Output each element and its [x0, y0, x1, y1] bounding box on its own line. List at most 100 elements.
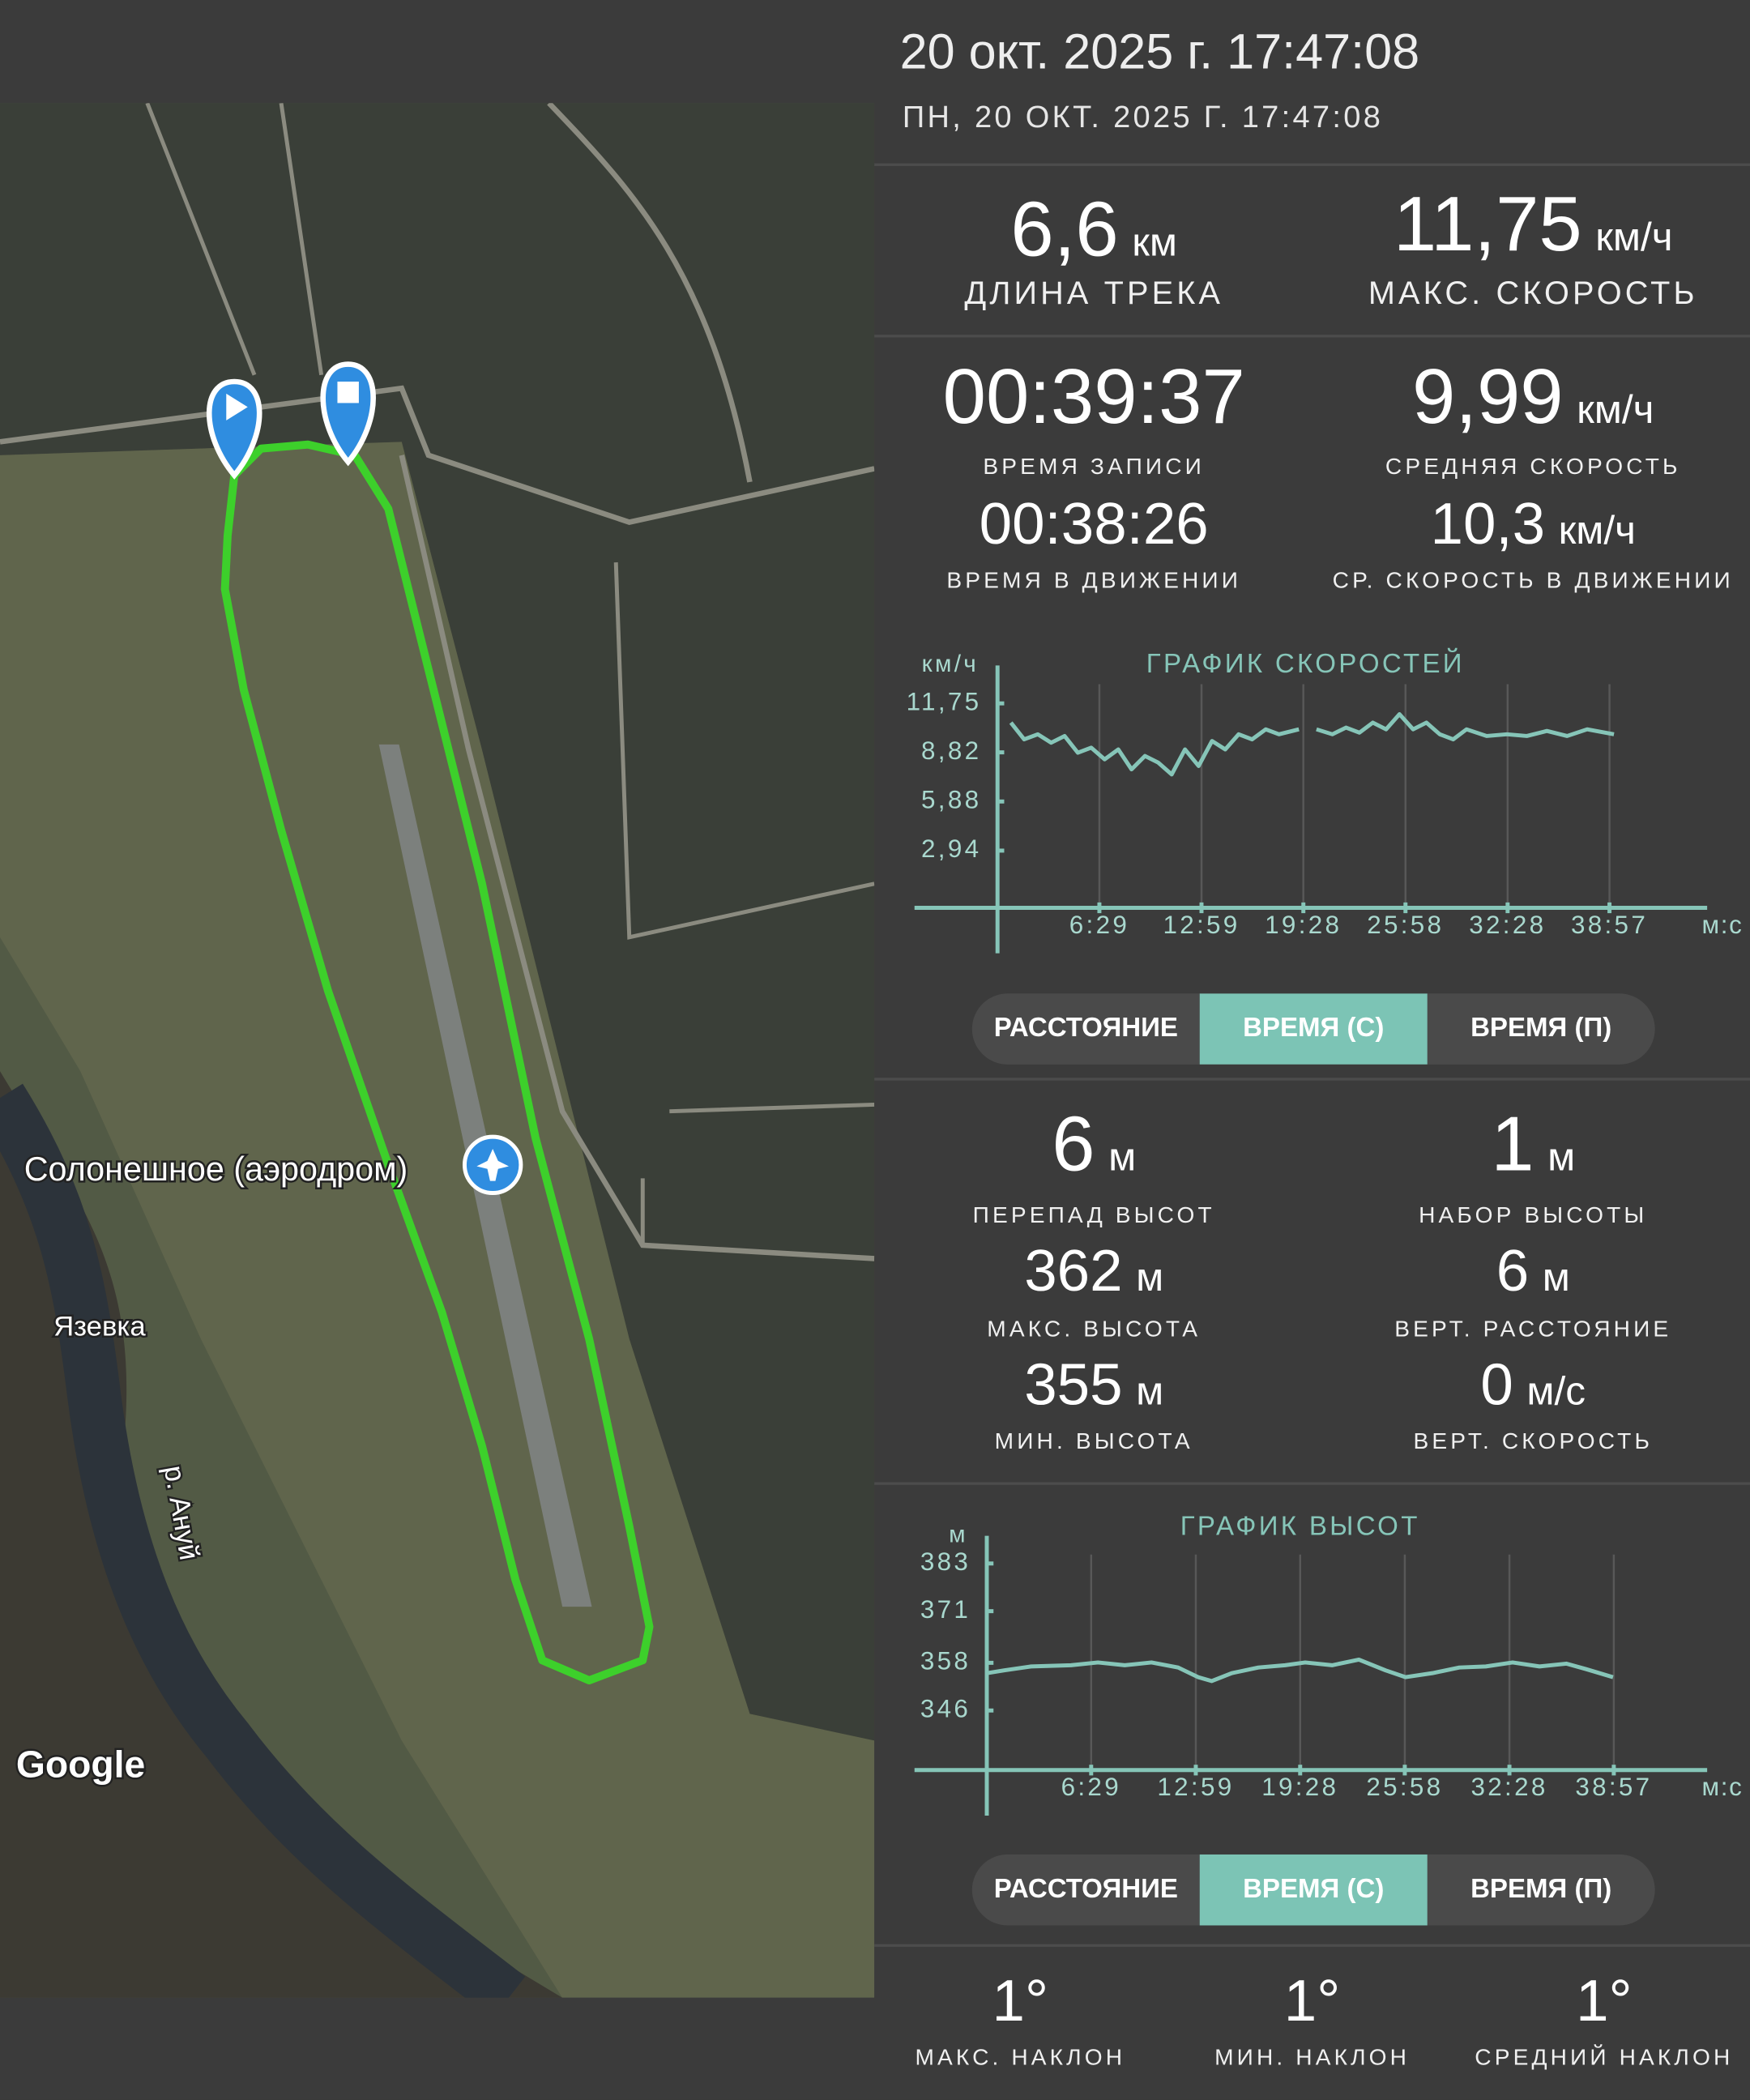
stat-value: 11,75 км/ч — [1252, 186, 1750, 264]
data-line — [1009, 712, 1615, 777]
stat-number: 6 — [1052, 1100, 1095, 1188]
y-axis-unit: км/ч — [922, 651, 979, 677]
stat-unit: м — [1136, 1369, 1164, 1415]
stat-value: 355 м — [813, 1355, 1375, 1415]
stat-number: 6 — [1496, 1238, 1530, 1304]
stat-unit: км/ч — [1577, 388, 1654, 433]
stat-unit: м — [1542, 1256, 1570, 1300]
stat-number: 1° — [992, 1968, 1049, 2034]
stat-label: МАКС. НАКЛОН — [915, 2043, 1126, 2070]
divider — [874, 335, 1750, 338]
map[interactable]: Солонешное (аэродром) Язевка р. Ануй Goo… — [0, 103, 875, 1998]
stat-unit: км/ч — [1558, 509, 1636, 553]
stat-value: 10,3 км/ч — [1252, 495, 1750, 554]
x-tick-label: 32:28 — [1469, 911, 1546, 939]
toggle-option[interactable]: РАССТОЯНИЕ — [993, 1874, 1178, 1905]
stat-unit: км/ч — [1595, 216, 1673, 260]
divider — [874, 1944, 1750, 1947]
stat-label: ВРЕМЯ В ДВИЖЕНИИ — [946, 566, 1242, 593]
segmented-control: РАССТОЯНИЕ ВРЕМЯ (С) ВРЕМЯ (П) — [971, 993, 1655, 1065]
stat-label: ВЕРТ. СКОРОСТЬ — [1413, 1428, 1654, 1453]
stat-value: 362 м — [813, 1242, 1375, 1302]
date-title: 20 окт. 2025 г. 17:47:08 — [899, 23, 1420, 79]
y-tick-label: 346 — [920, 1695, 971, 1723]
x-tick-label: 38:57 — [1575, 1773, 1652, 1801]
y-tick-label: 358 — [920, 1647, 971, 1675]
stat-label: ПЕРЕПАД ВЫСОТ — [972, 1202, 1215, 1227]
segmented-control: РАССТОЯНИЕ ВРЕМЯ (С) ВРЕМЯ (П) — [971, 1854, 1655, 1926]
x-tick-label: 6:29 — [1069, 911, 1129, 939]
divider — [874, 163, 1750, 166]
y-tick-label: 11,75 — [907, 687, 982, 715]
x-tick-label: 6:29 — [1061, 1773, 1121, 1801]
stat-unit: м — [1108, 1135, 1137, 1180]
chart-title: ГРАФИК ВЫСОТ — [1180, 1511, 1420, 1541]
stat-label: СРЕДНИЙ НАКЛОН — [1475, 2043, 1734, 2070]
stat-number: 0 — [1480, 1352, 1513, 1419]
x-tick-label: 32:28 — [1471, 1773, 1548, 1801]
x-tick-label: 12:59 — [1157, 1773, 1234, 1801]
stat-label: СРЕДНЯЯ СКОРОСТЬ — [1385, 453, 1681, 479]
toggle-option[interactable]: ВРЕМЯ (С) — [1199, 1854, 1428, 1926]
map-place-label: Солонешное (аэродром) — [24, 1150, 408, 1188]
stat-label: МАКС. СКОРОСТЬ — [1368, 275, 1698, 313]
x-tick-label: 19:28 — [1261, 1773, 1338, 1801]
stat-number: 1 — [1491, 1100, 1534, 1188]
stat-number: 00:39:37 — [942, 353, 1245, 441]
stat-label: ВРЕМЯ ЗАПИСИ — [983, 453, 1205, 479]
stat-value: 1° — [739, 1972, 1301, 2031]
stat-number: 362 — [1024, 1238, 1123, 1304]
toggle-option[interactable]: ВРЕМЯ (П) — [1470, 1874, 1612, 1905]
stat-label: СР. СКОРОСТЬ В ДВИЖЕНИИ — [1332, 566, 1734, 593]
stat-label: МИН. НАКЛОН — [1214, 2043, 1411, 2070]
stat-value: 6,6 км — [813, 191, 1375, 269]
stat-label: ВЕРТ. РАССТОЯНИЕ — [1394, 1315, 1672, 1342]
toggle-option[interactable]: ВРЕМЯ (С) — [1199, 993, 1428, 1065]
stat-value: 00:39:37 — [813, 358, 1375, 437]
stat-number: 1° — [1283, 1968, 1341, 2034]
x-tick-label: 25:58 — [1366, 1773, 1443, 1801]
stat-label: МАКС. ВЫСОТА — [987, 1315, 1202, 1342]
x-axis-unit: м:с — [1702, 1773, 1744, 1801]
stat-number: 10,3 — [1430, 491, 1546, 557]
stat-unit: м/с — [1526, 1369, 1586, 1415]
toggle-option[interactable]: РАССТОЯНИЕ — [993, 1014, 1178, 1044]
x-tick-label: 12:59 — [1163, 911, 1240, 939]
y-axis-unit: м — [949, 1521, 968, 1547]
stat-unit: м — [1547, 1135, 1576, 1180]
map-village-label: Язевка — [53, 1312, 146, 1342]
x-tick-label: 19:28 — [1265, 911, 1342, 939]
x-tick-label: 38:57 — [1571, 911, 1648, 939]
stat-value: 0 м/с — [1252, 1355, 1750, 1415]
stat-number: 11,75 — [1393, 181, 1582, 268]
chart-title: ГРАФИК СКОРОСТЕЙ — [1146, 648, 1465, 679]
stat-unit: км — [1132, 220, 1177, 266]
stat-unit: м — [1136, 1256, 1164, 1300]
y-tick-label: 8,82 — [921, 736, 981, 765]
y-tick-label: 5,88 — [921, 786, 981, 814]
toggle-option[interactable]: ВРЕМЯ (П) — [1470, 1014, 1612, 1044]
x-tick-label: 25:58 — [1367, 911, 1444, 939]
x-axis-unit: м:с — [1702, 911, 1744, 939]
stat-number: 9,99 — [1412, 353, 1564, 441]
y-tick-label: 383 — [920, 1547, 971, 1576]
y-tick-label: 371 — [920, 1595, 971, 1624]
stat-value: 1° — [1031, 1972, 1594, 2031]
divider — [874, 1482, 1750, 1485]
stat-label: НАБОР ВЫСОТЫ — [1419, 1202, 1648, 1227]
y-tick-label: 2,94 — [921, 834, 981, 863]
stat-label: МИН. ВЫСОТА — [994, 1428, 1193, 1453]
date-subtitle: ПН, 20 ОКТ. 2025 Г. 17:47:08 — [902, 99, 1384, 134]
stat-value: 00:38:26 — [813, 495, 1375, 554]
stat-number: 6,6 — [1010, 186, 1119, 274]
divider — [874, 1078, 1750, 1081]
map-attribution: Google — [16, 1744, 145, 1786]
stat-number: 1° — [1576, 1968, 1633, 2034]
stat-number: 355 — [1024, 1352, 1123, 1419]
stat-value: 1° — [1323, 1972, 1750, 2031]
